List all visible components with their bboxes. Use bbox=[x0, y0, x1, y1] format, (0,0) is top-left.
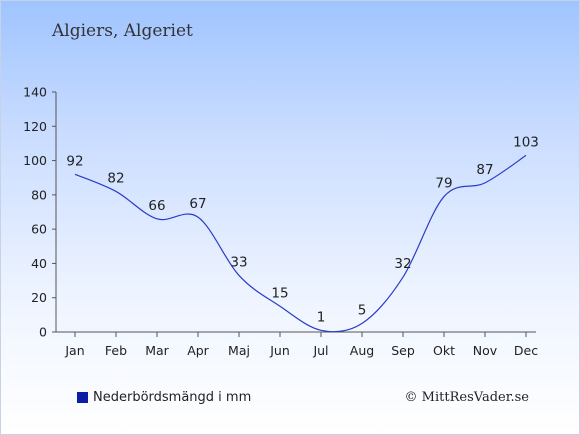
x-tick-label: Okt bbox=[433, 343, 455, 358]
data-label: 1 bbox=[317, 309, 326, 325]
x-tick-label: Sep bbox=[391, 343, 415, 358]
data-label: 92 bbox=[66, 153, 83, 169]
x-tick-label: Feb bbox=[105, 343, 127, 358]
legend-label: Nederbördsmängd i mm bbox=[93, 390, 251, 405]
y-tick-label: 60 bbox=[31, 222, 47, 237]
data-label: 67 bbox=[189, 196, 206, 212]
data-label: 33 bbox=[230, 254, 247, 270]
data-label: 79 bbox=[435, 176, 452, 192]
data-label: 87 bbox=[476, 162, 493, 178]
data-label: 66 bbox=[148, 198, 165, 214]
series-line bbox=[75, 155, 526, 331]
x-tick-label: Jan bbox=[64, 343, 84, 358]
data-label: 103 bbox=[513, 134, 539, 150]
y-tick-label: 120 bbox=[23, 119, 47, 134]
legend-swatch bbox=[77, 392, 88, 403]
y-tick-label: 100 bbox=[23, 153, 47, 168]
x-tick-label: Nov bbox=[473, 343, 498, 358]
x-tick-label: Aug bbox=[350, 343, 374, 358]
x-tick-label: Jul bbox=[312, 343, 328, 358]
y-tick-label: 80 bbox=[31, 187, 47, 202]
y-tick-label: 140 bbox=[23, 85, 47, 100]
y-tick-label: 40 bbox=[31, 256, 47, 271]
data-label: 15 bbox=[271, 285, 288, 301]
data-label: 5 bbox=[358, 302, 367, 318]
legend: Nederbördsmängd i mm bbox=[77, 390, 251, 405]
x-tick-label: Apr bbox=[187, 343, 209, 358]
x-tick-label: Jun bbox=[269, 343, 290, 358]
x-tick-label: Dec bbox=[514, 343, 538, 358]
y-tick-label: 0 bbox=[39, 325, 47, 340]
credit-text: © MittResVader.se bbox=[405, 390, 529, 405]
data-label: 82 bbox=[107, 170, 124, 186]
x-tick-label: Maj bbox=[228, 343, 250, 358]
x-tick-label: Mar bbox=[145, 343, 169, 358]
y-tick-label: 20 bbox=[31, 290, 47, 305]
data-label: 32 bbox=[394, 256, 411, 272]
